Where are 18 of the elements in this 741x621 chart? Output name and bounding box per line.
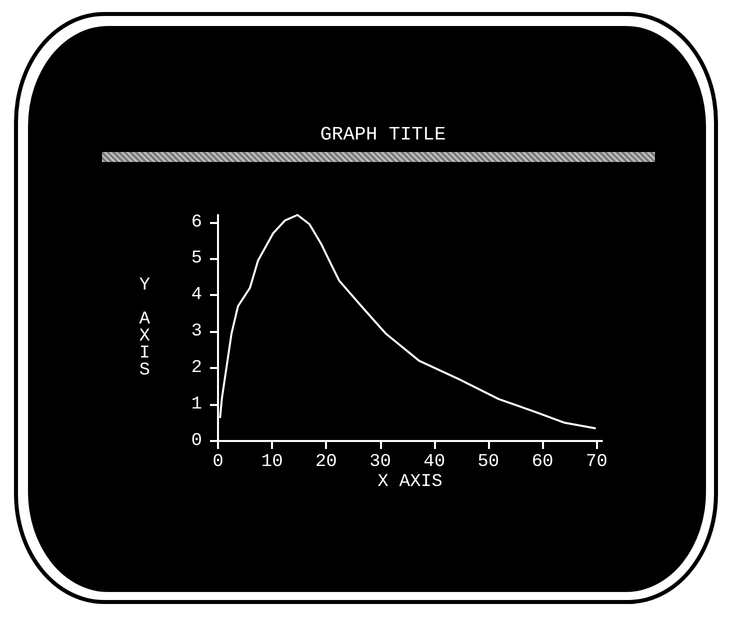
x-tick-label: 70 (586, 452, 608, 472)
x-tick-label: 50 (478, 452, 500, 472)
x-tick-label: 60 (532, 452, 554, 472)
x-tick-label: 0 (212, 452, 224, 472)
x-axis-title: X AXIS (378, 472, 442, 492)
y-tick-label: 3 (191, 322, 202, 342)
y-tick-label: 4 (191, 285, 202, 306)
y-tick-label: 2 (191, 358, 202, 378)
y-axis-title: Y AXIS (139, 276, 150, 380)
y-tick-label: 5 (191, 248, 202, 269)
x-tick-label: 40 (424, 452, 446, 472)
y-tick-label: 0 (191, 431, 202, 451)
x-tick-label: 10 (261, 452, 283, 472)
x-tick-label: 20 (315, 452, 337, 472)
y-tick-label: 6 (191, 212, 202, 232)
x-tick-label: 30 (369, 452, 392, 472)
chart-title: GRAPH TITLE (320, 124, 446, 146)
y-tick-label: 1 (191, 394, 202, 415)
